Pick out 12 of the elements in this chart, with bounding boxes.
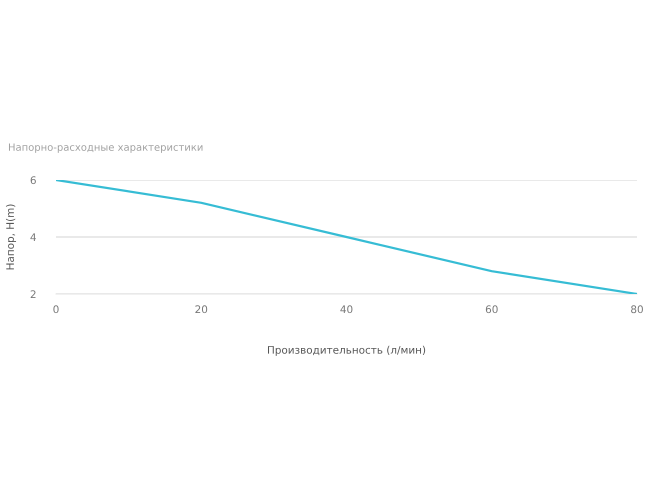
y-tick-label: 4: [30, 233, 36, 241]
y-axis-title: Напор, H(m): [6, 204, 16, 270]
chart-title: Напорно-расходные характеристики: [8, 143, 202, 153]
y-tick-label: 6: [30, 176, 36, 184]
x-axis-title: Производительность (л/мин): [268, 346, 426, 356]
x-tick-label: 40: [340, 305, 352, 314]
y-tick-label: 2: [30, 290, 36, 298]
line-series: [56, 180, 637, 294]
x-tick-label: 0: [53, 305, 59, 314]
x-tick-label: 60: [486, 305, 498, 314]
x-tick-label: 80: [631, 305, 643, 314]
x-tick-label: 20: [195, 305, 208, 314]
